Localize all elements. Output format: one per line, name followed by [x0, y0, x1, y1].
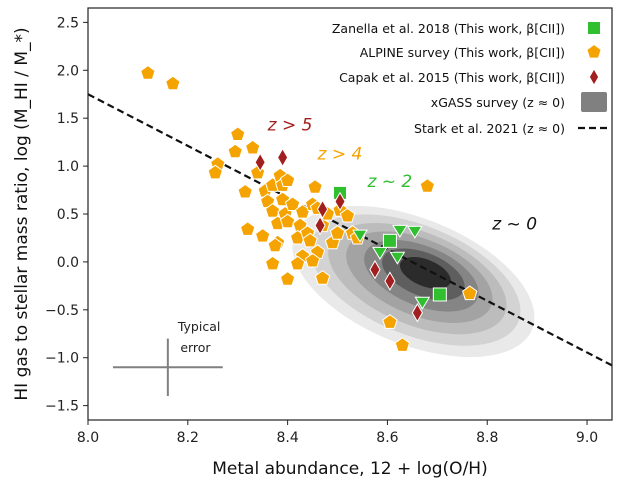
pentagon-point	[237, 183, 253, 199]
pentagon-point	[264, 203, 281, 218]
y-axis-ticks: −1.5 −1.0 −0.5 0.0 0.5 1.0 1.5 2.0 2.5	[45, 15, 88, 415]
x-tick-label: 8.8	[476, 430, 498, 446]
pentagon-point	[165, 75, 181, 91]
pentagon-point	[229, 126, 246, 142]
diamond-point	[314, 215, 326, 236]
legend-label: ALPINE survey (This work, β[CII])	[360, 45, 565, 60]
pentagon-point	[227, 143, 243, 159]
triangle-down-point	[414, 296, 431, 310]
y-tick-label: 2.0	[57, 63, 79, 79]
pentagon-point	[264, 255, 281, 271]
legend-diamond-marker	[588, 67, 600, 87]
pentagon-point	[244, 139, 261, 155]
annotation-label: z ~ 0	[491, 214, 537, 234]
x-tick-label: 8.6	[376, 430, 398, 446]
xgass-contour-level	[399, 257, 451, 289]
pentagon-point	[394, 337, 411, 352]
y-tick-label: 0.0	[57, 255, 79, 271]
x-axis-ticks: 8.0 8.2 8.4 8.6 8.8 9.0	[77, 420, 598, 446]
diamond-point	[334, 191, 346, 212]
legend-label: Stark et al. 2021 (z ≈ 0)	[414, 121, 565, 136]
x-tick-label: 8.0	[77, 430, 99, 446]
diamond-point	[384, 271, 396, 291]
x-axis-label: Metal abundance, 12 + log(O/H)	[212, 459, 487, 479]
pentagon-point	[239, 221, 256, 236]
y-tick-label: −1.0	[45, 351, 79, 367]
annotation-label: z > 5	[267, 116, 313, 136]
pentagon-point	[279, 271, 296, 286]
pentagon-point	[314, 270, 331, 285]
pentagon-point	[279, 172, 296, 188]
annotations: z > 5z > 4z ~ 2 z ~ 0 Typical error	[177, 116, 537, 355]
pentagon-point	[304, 252, 321, 268]
x-tick-label: 8.4	[276, 430, 298, 446]
pentagon-point	[462, 285, 478, 301]
pentagon-point	[329, 225, 346, 240]
annotation-label: z > 4	[317, 144, 363, 164]
pentagon-point	[339, 207, 356, 223]
y-axis-label: HI gas to stellar mass ratio, log (M_HI …	[12, 27, 32, 400]
y-tick-label: 0.5	[57, 207, 79, 223]
pentagon-point	[307, 179, 323, 194]
pentagon-point	[289, 255, 306, 271]
legend: Zanella et al. 2018 (This work, β[CII]) A…	[332, 21, 610, 136]
pentagon-point	[284, 196, 301, 211]
triangle-down-point	[389, 251, 406, 265]
diamond-point	[316, 199, 329, 219]
diamond-point	[277, 147, 289, 168]
diamond-point	[411, 302, 423, 323]
y-tick-label: 1.0	[57, 159, 79, 175]
triangle-down-point	[406, 225, 423, 239]
triangle-down-point	[392, 224, 408, 238]
x-tick-label: 8.2	[177, 430, 199, 446]
diamond-point	[369, 259, 381, 280]
y-tick-label: 2.5	[57, 15, 79, 31]
y-tick-label: −1.5	[45, 399, 79, 415]
pentagon-point	[382, 314, 398, 329]
pentagon-point	[267, 237, 283, 253]
pentagon-point	[279, 213, 296, 229]
annotation-label: error	[180, 340, 211, 355]
legend-label: Capak et al. 2015 (This work, β[CII])	[339, 70, 565, 85]
legend-label: xGASS survey (z ≈ 0)	[431, 95, 565, 110]
diamond-point	[254, 152, 266, 173]
annotation-label: Typical	[177, 319, 221, 334]
x-tick-label: 9.0	[576, 430, 598, 446]
y-tick-label: 1.5	[57, 111, 79, 127]
triangle-down-point	[352, 229, 368, 243]
pentagon-point	[302, 232, 318, 248]
typical-error-bar	[112, 338, 223, 397]
pentagon-point	[254, 227, 271, 243]
pentagon-point	[419, 178, 436, 193]
data-points	[140, 65, 478, 352]
square-point	[382, 233, 397, 248]
triangle-down-point	[372, 246, 388, 260]
annotation-label: z ~ 2	[366, 172, 412, 192]
pentagon-point	[207, 164, 223, 180]
legend-pentagon-marker	[586, 43, 602, 59]
pentagon-point	[140, 65, 156, 80]
y-tick-label: −0.5	[45, 303, 79, 319]
legend-square-marker	[587, 21, 601, 35]
legend-label: Zanella et al. 2018 (This work, β[CII])	[332, 21, 565, 36]
square-point	[432, 287, 447, 302]
legend-contour-swatch	[581, 92, 607, 112]
